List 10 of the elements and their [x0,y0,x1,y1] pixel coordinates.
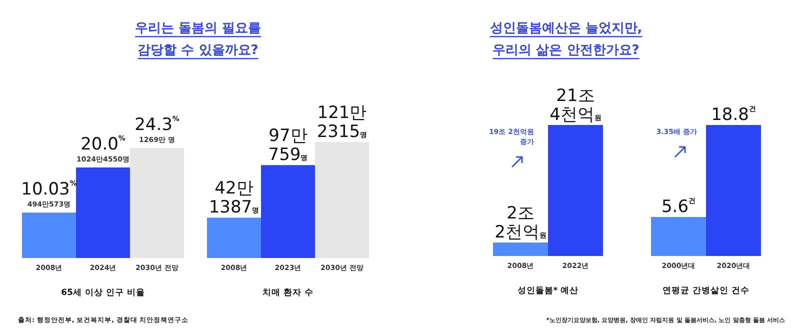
chart-title: 우리는 돌봄의 필요를 감당할 수 있을까요? [134,21,262,58]
x-axis-title: 65세 이상 인구 비율 [61,288,145,298]
data-label: 20.0$^{%}$ [80,134,126,154]
data-label: 24.3$^{%}$ [134,114,180,135]
data-label: 18.8$^{건}$ [711,104,756,125]
x-axis-title: 치매 환자 수 [262,288,314,298]
x-axis-title: 연평균 간병살인 건수 [662,286,750,296]
data-label: 5.6$^{건}$ [661,196,696,217]
chart-title: 성인돌봄예산은 늘었지만, 우리의 삶은 안전한가요? [490,21,642,58]
x-axis-title: 성인돌봄* 예산 [517,286,579,296]
